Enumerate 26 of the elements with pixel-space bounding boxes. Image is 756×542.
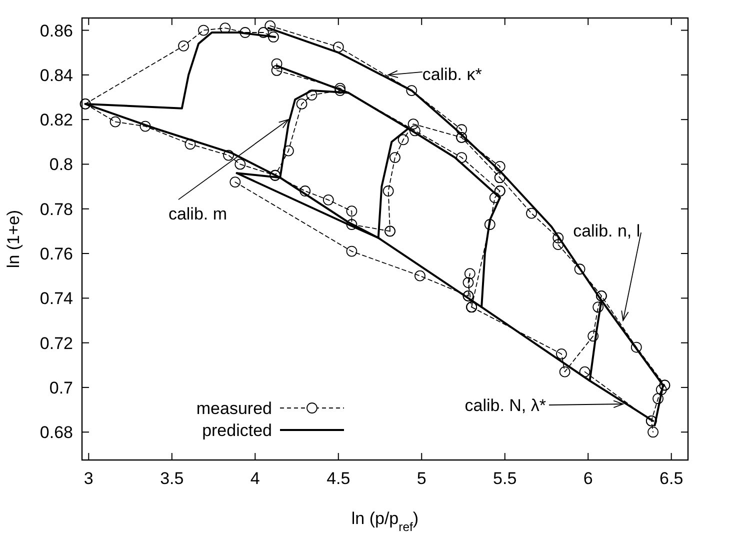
x-axis-title: ln (p/p$_{ref}$) [351, 509, 419, 534]
y-tick-label: 0.78 [40, 200, 73, 219]
y-tick-label: 0.74 [40, 289, 73, 308]
annotation: calib. n, l [573, 221, 640, 240]
x-tick-label: 3.5 [160, 469, 184, 488]
y-tick-label: 0.84 [40, 66, 73, 85]
x-tick-label: 5.5 [493, 469, 517, 488]
y-tick-label: 0.76 [40, 244, 73, 264]
x-tick-label: 4 [250, 469, 260, 488]
y-axis-title: ln (1+e) [4, 210, 23, 268]
legend-label: measured [196, 399, 272, 418]
y-tick-label: 0.7 [49, 378, 73, 398]
x-tick-label: 4.5 [326, 469, 350, 488]
x-tick-label: 6 [583, 469, 593, 488]
annotation: calib. κ* [422, 64, 482, 84]
y-tick-label: 0.72 [40, 334, 73, 353]
legend-label: predicted [202, 421, 272, 440]
x-tick-label: 3 [84, 469, 94, 488]
annotation: calib. m [168, 204, 228, 224]
x-tick-label: 5 [416, 469, 426, 488]
y-tick-label: 0.68 [40, 423, 73, 442]
y-tick-label: 0.82 [40, 110, 73, 130]
annotation: calib. N, λ* [464, 396, 546, 415]
y-tick-label: 0.86 [40, 21, 73, 40]
x-tick-label: 6.5 [660, 469, 684, 488]
y-tick-label: 0.8 [49, 155, 73, 174]
